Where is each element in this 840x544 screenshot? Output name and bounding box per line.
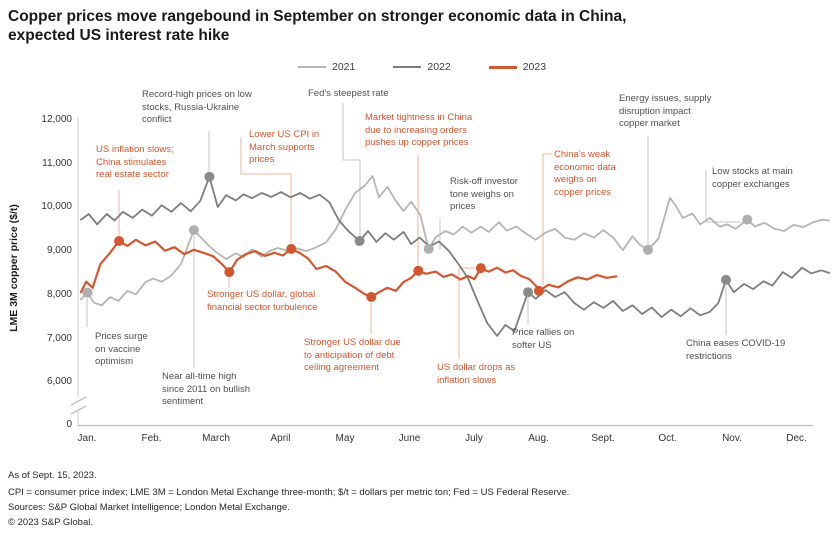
- legend-swatch-2022: [393, 66, 422, 68]
- footnote-sources: Sources: S&P Global Market Intelligence;…: [8, 502, 290, 513]
- page-title: Copper prices move rangebound in Septemb…: [8, 8, 627, 45]
- annotation-low-stocks: Low stocks at main copper exchanges: [712, 166, 793, 190]
- x-axis-tick: Nov.: [722, 433, 742, 444]
- annotation-china-weak-economic-data: China's weak economic data weighs on cop…: [554, 149, 616, 199]
- y-axis-tick: 0: [66, 419, 72, 430]
- legend-item-2022: 2022: [393, 61, 451, 73]
- annotation-usd-drops: US dollar drops as inflation slows: [437, 362, 516, 386]
- annotation-risk-off-tone: Risk-off investor tone weighs on prices: [450, 176, 518, 213]
- annotation-record-high-prices: Record-high prices on low stocks, Russia…: [142, 89, 252, 126]
- x-axis-tick: June: [398, 433, 421, 444]
- y-axis-tick: 7,000: [46, 332, 72, 344]
- annotation-market-tightness-china: Market tightness in China due to increas…: [365, 112, 473, 149]
- x-axis-tick: Feb.: [141, 433, 162, 444]
- y-axis-tick: 10,000: [41, 201, 72, 213]
- x-axis-tick: April: [270, 433, 291, 444]
- annotation-china-eases-covid: China eases COVID-19 restrictions: [686, 338, 786, 362]
- x-axis-tick: Dec.: [786, 433, 807, 444]
- legend-label-2022: 2022: [427, 61, 451, 73]
- annotation-vaccine-optimism: Prices surge on vaccine optimism: [95, 331, 148, 368]
- x-axis-tick: Jan.: [77, 433, 97, 444]
- x-axis-tick: Sept.: [591, 433, 615, 444]
- y-axis-tick: 12,000: [41, 114, 72, 125]
- annotation-fed-steepest-rate: Fed's steepest rate: [308, 88, 389, 99]
- y-axis-tick: 11,000: [42, 157, 72, 169]
- annotation-energy-issues: Energy issues, supply disruption impact …: [619, 93, 712, 130]
- x-axis-tick: May: [335, 433, 355, 444]
- annotation-lower-us-cpi: Lower US CPI in March supports prices: [249, 129, 320, 166]
- footnote-copyright: © 2023 S&P Global.: [8, 517, 93, 528]
- y-axis-tick: 9,000: [46, 245, 72, 257]
- footnote-as-of-date: As of Sept. 15, 2023.: [8, 470, 97, 481]
- legend-label-2023: 2023: [522, 61, 547, 73]
- x-axis-tick: Aug.: [528, 433, 549, 444]
- legend-item-2023: 2023: [488, 61, 547, 73]
- x-axis-tick: Oct.: [658, 433, 677, 444]
- x-axis-tick: March: [202, 433, 230, 444]
- annotation-debt-ceiling: Stronger US dollar due to anticipation o…: [304, 337, 401, 374]
- legend-swatch-2021: [298, 66, 326, 68]
- annotation-stronger-usd-turbulence: Stronger US dollar, global financial sec…: [207, 289, 318, 313]
- y-axis-tick: 6,000: [46, 376, 72, 388]
- annotation-us-inflation-slows: US inflation slows; China stimulates rea…: [96, 144, 174, 181]
- annotation-price-rallies: Price rallies on softer US: [512, 327, 575, 351]
- x-axis-tick: July: [465, 433, 483, 444]
- footnote-abbreviations: CPI = consumer price index; LME 3M = Lon…: [8, 487, 570, 498]
- legend-label-2021: 2021: [332, 61, 356, 73]
- annotation-near-all-time-high: Near all-time high since 2011 on bullish…: [162, 371, 251, 408]
- chart-legend: 2021 2022 2023: [298, 61, 546, 73]
- legend-swatch-2023: [488, 65, 517, 69]
- y-axis-tick: 8,000: [46, 288, 72, 300]
- legend-item-2021: 2021: [298, 61, 355, 73]
